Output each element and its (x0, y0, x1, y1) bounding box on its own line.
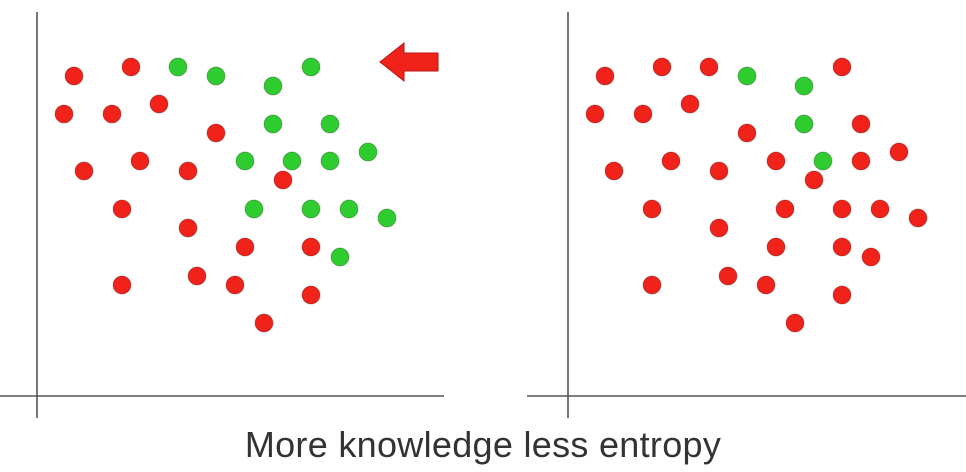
points-layer (54, 57, 928, 333)
red-dot (908, 208, 928, 228)
red-dot (661, 151, 681, 171)
red-dot (74, 161, 94, 181)
red-dot (178, 161, 198, 181)
green-dot (206, 66, 226, 86)
green-dot (794, 76, 814, 96)
red-dot (718, 266, 738, 286)
red-dot (585, 104, 605, 124)
green-dot (235, 151, 255, 171)
green-dot (301, 199, 321, 219)
green-dot (737, 66, 757, 86)
red-dot (633, 104, 653, 124)
red-dot (766, 151, 786, 171)
left-panel-axes (0, 12, 444, 418)
red-dot (851, 114, 871, 134)
green-dot (339, 199, 359, 219)
red-dot (102, 104, 122, 124)
red-dot (112, 275, 132, 295)
left-arrow-icon (379, 41, 439, 83)
red-dot (832, 57, 852, 77)
green-dot (282, 151, 302, 171)
red-dot (642, 199, 662, 219)
red-dot (301, 285, 321, 305)
red-dot (206, 123, 226, 143)
red-dot (851, 151, 871, 171)
red-dot (832, 237, 852, 257)
left-panel-points (54, 57, 397, 333)
red-dot (832, 285, 852, 305)
red-dot (642, 275, 662, 295)
red-dot (254, 313, 274, 333)
green-dot (358, 142, 378, 162)
red-dot (709, 218, 729, 238)
red-dot (595, 66, 615, 86)
red-dot (680, 94, 700, 114)
green-dot (263, 76, 283, 96)
red-dot (889, 142, 909, 162)
red-dot (832, 199, 852, 219)
right-panel-points (585, 57, 928, 333)
red-dot (775, 199, 795, 219)
red-dot (766, 237, 786, 257)
red-dot (54, 104, 74, 124)
green-dot (320, 114, 340, 134)
green-dot (377, 208, 397, 228)
green-dot (244, 199, 264, 219)
red-dot (273, 170, 293, 190)
red-dot (699, 57, 719, 77)
red-dot (861, 247, 881, 267)
caption: More knowledge less entropy (244, 424, 722, 465)
red-dot (225, 275, 245, 295)
red-dot (804, 170, 824, 190)
red-dot (301, 237, 321, 257)
red-dot (64, 66, 84, 86)
red-dot (149, 94, 169, 114)
green-dot (330, 247, 350, 267)
red-dot (709, 161, 729, 181)
red-dot (112, 199, 132, 219)
red-dot (178, 218, 198, 238)
green-dot (168, 57, 188, 77)
red-dot (870, 199, 890, 219)
green-dot (813, 151, 833, 171)
red-dot (652, 57, 672, 77)
red-dot (737, 123, 757, 143)
green-dot (794, 114, 814, 134)
red-dot (130, 151, 150, 171)
red-dot (121, 57, 141, 77)
red-dot (187, 266, 207, 286)
green-dot (320, 151, 340, 171)
green-dot (301, 57, 321, 77)
red-dot (756, 275, 776, 295)
red-dot (235, 237, 255, 257)
red-dot (785, 313, 805, 333)
green-dot (263, 114, 283, 134)
red-dot (604, 161, 624, 181)
right-panel-axes (527, 12, 966, 418)
